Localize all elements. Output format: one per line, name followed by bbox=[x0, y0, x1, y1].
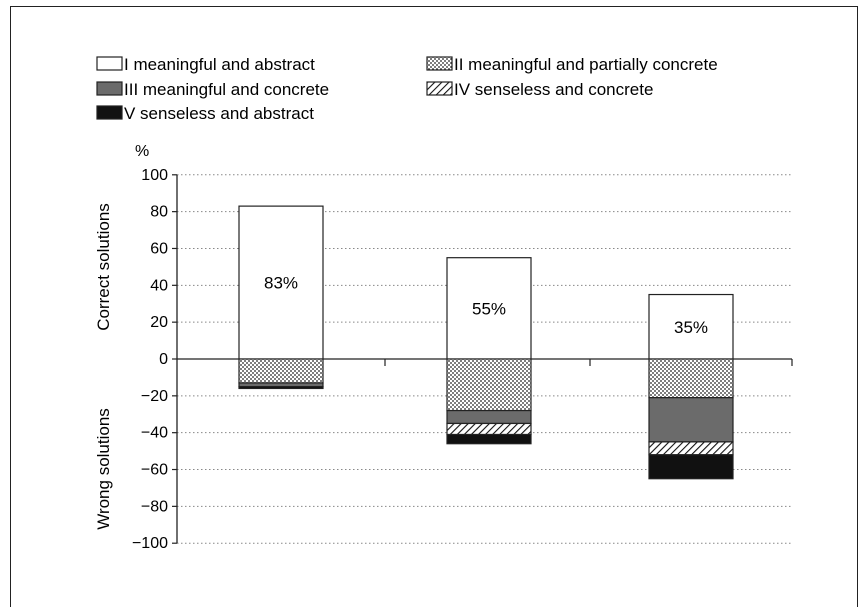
bar-segment-1 bbox=[648, 293, 734, 360]
bar-segment-1 bbox=[446, 257, 532, 360]
legend-label-1: I meaningful and abstract bbox=[124, 55, 315, 74]
y-tick-label: −60 bbox=[141, 462, 168, 479]
bar-segment-1 bbox=[238, 205, 324, 360]
legend-item-4: IV senseless and concrete bbox=[426, 80, 653, 99]
legend-swatch-3 bbox=[96, 81, 123, 96]
figure-frame bbox=[10, 6, 858, 607]
bar-segment-5 bbox=[238, 386, 324, 390]
legend-label-3: III meaningful and concrete bbox=[124, 80, 329, 99]
bar-segment-3 bbox=[446, 409, 532, 425]
legend-item-5: V senseless and abstract bbox=[96, 104, 314, 123]
y-tick-label: −20 bbox=[141, 388, 168, 405]
legend-swatch-1 bbox=[96, 56, 123, 71]
y-tick-label: 100 bbox=[141, 167, 168, 184]
legend: I meaningful and abstract II meaningful … bbox=[96, 55, 718, 123]
y-tick-label: −80 bbox=[141, 498, 168, 515]
bar-data-label: 83% bbox=[264, 274, 298, 293]
legend-item-1: I meaningful and abstract bbox=[96, 55, 315, 74]
bar-segment-5 bbox=[648, 454, 734, 480]
bar-data-label: 55% bbox=[472, 299, 506, 318]
bar-segment-4 bbox=[648, 441, 734, 456]
data-labels: 83% 55% 35% bbox=[264, 274, 708, 337]
bar-segment-4 bbox=[446, 422, 532, 436]
y-tick-label: 60 bbox=[150, 240, 168, 257]
y-tick-label: −100 bbox=[132, 535, 168, 552]
bar-segment-3 bbox=[648, 397, 734, 443]
y-tick-label: 40 bbox=[150, 277, 168, 294]
legend-label-2: II meaningful and partially concrete bbox=[454, 55, 718, 74]
y-tick-label: −40 bbox=[141, 425, 168, 442]
y-tick-label: 0 bbox=[159, 351, 168, 368]
legend-item-3: III meaningful and concrete bbox=[96, 80, 329, 99]
y-tick-label: 20 bbox=[150, 314, 168, 331]
legend-item-2: II meaningful and partially concrete bbox=[426, 55, 718, 74]
legend-swatch-2 bbox=[426, 56, 453, 71]
legend-swatch-4 bbox=[426, 81, 453, 96]
legend-swatch-5 bbox=[96, 105, 123, 120]
bar-segment-2 bbox=[238, 358, 324, 384]
legend-label-4: IV senseless and concrete bbox=[454, 80, 653, 99]
bar-data-label: 35% bbox=[674, 318, 708, 337]
y-unit-label: % bbox=[135, 143, 149, 160]
y-axis-title-wrong: Wrong solutions bbox=[94, 408, 113, 530]
bar-segment-2 bbox=[648, 358, 734, 399]
bars bbox=[238, 205, 734, 480]
bar-segment-5 bbox=[446, 433, 532, 445]
legend-label-5: V senseless and abstract bbox=[124, 104, 314, 123]
y-axis-title-correct: Correct solutions bbox=[94, 203, 113, 331]
y-tick-label: 80 bbox=[150, 204, 168, 221]
stacked-bar-chart: I meaningful and abstract II meaningful … bbox=[94, 55, 793, 552]
bar-segment-2 bbox=[446, 358, 532, 412]
